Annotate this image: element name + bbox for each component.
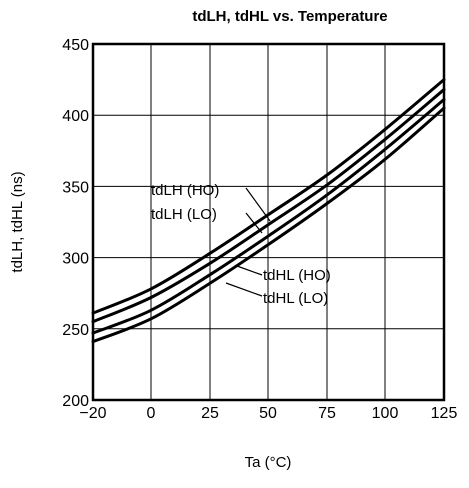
x-tick-label: 100 [372,405,399,422]
x-tick-label: 75 [318,405,336,422]
x-tick-label: 0 [147,405,156,422]
x-tick-label: 125 [431,405,458,422]
x-tick-label: 25 [201,405,219,422]
annotation-tdhl-ho: tdHL (HO) [263,267,331,284]
series-line-0 [91,78,446,315]
y-tick-label: 350 [62,179,89,196]
annotation-tdlh-ho: tdLH (HO) [151,182,219,199]
x-tick-label: −20 [79,405,106,422]
annotation-tdhl-lo: tdHL (LO) [263,290,328,307]
y-axis-label: tdLH, tdHL (ns) [9,171,26,272]
grid [93,44,444,400]
annotation-leader-tdlh-lo [245,212,263,234]
y-tick-label: 300 [62,251,89,268]
y-tick-label: 400 [62,108,89,125]
y-tick-label: 200 [62,393,89,410]
annotation-leader-tdhl-lo [225,282,263,297]
series-lines [91,78,446,344]
x-tick-label: 50 [259,405,277,422]
series-line-2 [91,98,446,335]
plot-frame [91,42,446,402]
y-tick-labels: 200 250 300 350 400 450 [62,37,89,410]
annotation-leader-tdhl-ho [236,265,263,276]
chart-title: tdLH, tdHL vs. Temperature [192,8,387,25]
annotation-tdlh-lo: tdLH (LO) [151,206,217,223]
y-tick-label: 250 [62,322,89,339]
series-line-1 [91,88,446,324]
annotation-leader-tdlh-ho [245,187,271,222]
series-annotations: tdLH (HO) tdLH (LO) tdHL (HO) tdHL (LO) [151,182,331,307]
y-tick-label: 450 [62,37,89,54]
series-line-3 [91,106,446,344]
x-axis-label: Ta (°C) [245,454,292,471]
x-tick-labels: −20 0 25 50 75 100 125 [79,405,457,422]
